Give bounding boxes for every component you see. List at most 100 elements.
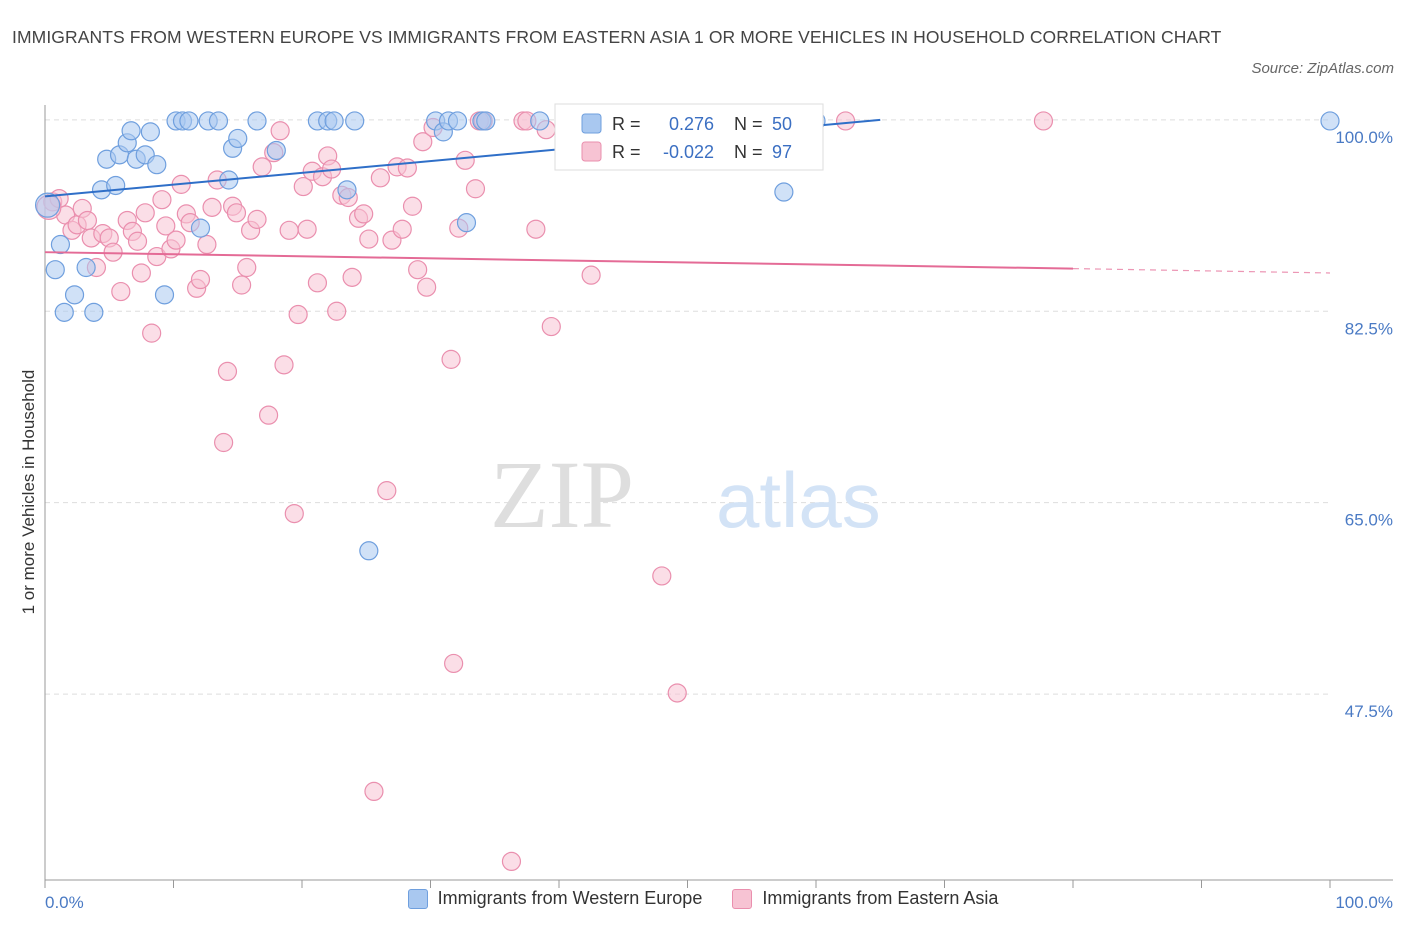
legend-pink-n-label: N = [734,142,763,162]
eastern-asia-point-6 [77,210,98,231]
western-europe-point-2 [45,260,65,280]
western-europe-point-3 [54,302,74,322]
eastern-asia-point-48 [293,176,313,197]
eastern-asia-swatch [732,888,753,909]
y-tick-label-0: 100.0% [1335,128,1393,147]
eastern-asia-point-33 [217,361,238,382]
eastern-asia-point-20 [152,190,172,210]
y-tick-label-3: 47.5% [1345,702,1393,721]
western-europe-swatch [407,888,428,909]
western-europe-point-41 [476,111,496,131]
legend-item-western-europe[interactable]: Immigrants from Western Europe [407,888,703,909]
eastern-asia-point-69 [402,196,423,216]
y-tick-label-1: 82.5% [1345,319,1393,338]
western-europe-point-1 [50,234,71,255]
eastern-asia-point-30 [202,197,222,217]
eastern-asia-point-89 [652,566,672,586]
western-europe-point-20 [179,111,199,131]
eastern-asia-point-62 [364,781,384,802]
eastern-asia-point-58 [342,267,362,287]
eastern-asia-point-71 [413,132,433,152]
watermark: ZIP atlas [490,441,881,548]
western-europe-point-15 [140,122,160,142]
eastern-asia-point-70 [408,260,428,280]
eastern-asia-trend-extension [1072,267,1331,274]
eastern-asia-point-95 [1033,111,1054,131]
legend-blue-n-label: N = [734,114,763,134]
eastern-asia-point-15 [127,231,148,251]
series-legend: Immigrants from Western Europe Immigrant… [0,888,1406,909]
eastern-asia-label: Immigrants from Eastern Asia [762,888,999,908]
eastern-asia-point-84 [526,219,546,239]
western-europe-point-6 [84,302,104,322]
source-note: Source: ZipAtlas.com [1251,60,1394,77]
y-tick-labels: 100.0% 82.5% 65.0% 47.5% [1335,128,1393,721]
eastern-asia-point-28 [190,269,211,290]
eastern-asia-point-29 [197,234,217,255]
chart-title: IMMIGRANTS FROM WESTERN EUROPE VS IMMIGR… [12,27,1222,47]
western-europe-label: Immigrants from Western Europe [437,888,703,908]
eastern-asia-point-32 [214,432,234,453]
western-europe-point-38 [447,111,468,131]
eastern-asia-point-23 [166,230,186,250]
western-europe-point-21 [190,218,211,238]
eastern-asia-point-63 [370,168,390,188]
eastern-asia-point-12 [111,281,131,302]
western-europe-point-27 [247,111,267,131]
legend-item-eastern-asia[interactable]: Immigrants from Eastern Asia [732,888,998,909]
legend-blue-r-label: R = [612,114,641,134]
legend-pink-r-label: R = [612,142,641,162]
eastern-asia-point-61 [359,229,379,249]
eastern-asia-point-72 [417,277,437,297]
western-europe-point-49 [1320,111,1340,131]
western-europe-point-42 [530,111,550,131]
western-europe-point-23 [208,111,229,131]
legend-blue-r-value: 0.276 [669,114,714,134]
watermark-zip: ZIP [490,441,634,548]
y-axis-label: 1 or more Vehicles in Household [19,370,38,615]
western-europe-point-8 [106,175,126,196]
western-europe-point-5 [76,257,96,278]
eastern-asia-point-81 [501,851,522,872]
watermark-atlas: atlas [716,456,881,544]
eastern-asia-point-67 [392,219,412,239]
legend-pink-r-value: -0.022 [663,142,714,162]
eastern-asia-point-21 [156,216,176,236]
eastern-asia-point-44 [274,355,294,375]
eastern-asia-point-45 [279,220,299,240]
western-europe-point-16 [147,155,167,175]
eastern-asia-point-46 [284,503,304,524]
legend-blue-n-value: 50 [772,114,792,134]
eastern-asia-point-60 [354,204,374,224]
western-europe-point-32 [337,180,357,200]
western-europe-point-17 [154,285,175,305]
western-europe-point-0 [34,192,61,218]
eastern-asia-point-18 [142,323,162,343]
eastern-asia-point-74 [441,349,461,369]
eastern-asia-point-49 [297,219,317,239]
eastern-asia-point-94 [835,111,856,131]
eastern-asia-point-36 [232,275,252,295]
legend-pink-swatch [581,141,602,162]
eastern-asia-trend-line [44,251,1074,270]
eastern-asia-point-16 [131,263,151,283]
western-europe-point-34 [359,541,379,561]
legend-blue-swatch [581,113,602,134]
eastern-asia-point-43 [270,121,290,141]
eastern-asia-point-55 [327,301,347,321]
eastern-asia-point-51 [307,273,328,293]
y-tick-label-2: 65.0% [1345,511,1393,530]
eastern-asia-point-77 [455,150,475,170]
eastern-asia-point-47 [288,304,308,325]
western-europe-point-39 [456,213,477,233]
eastern-asia-point-37 [237,257,257,278]
eastern-asia-point-75 [444,653,464,674]
stats-legend: R = 0.276 N = 50 R = -0.022 N = 97 [554,103,824,171]
x-tick-label-end: 100.0% [1335,893,1393,912]
western-europe-point-47 [774,182,794,202]
x-tick-label-start: 0.0% [45,893,84,912]
eastern-asia-point-78 [465,179,486,199]
eastern-asia-point-88 [581,265,601,285]
axes [44,105,1393,888]
